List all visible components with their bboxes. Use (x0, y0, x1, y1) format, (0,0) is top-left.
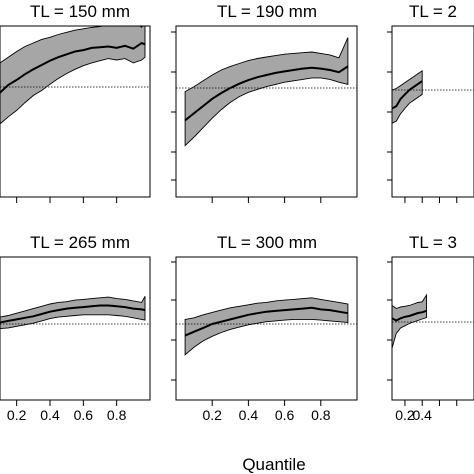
x-tick-label: 0.2 (202, 407, 222, 423)
panel-title: TL = 150 mm (30, 2, 130, 21)
median-estimate-line (0, 41, 146, 95)
x-tick-label: 0.4 (239, 407, 259, 423)
panel-frame (391, 256, 474, 401)
confidence-band (0, 26, 146, 125)
median-estimate-line (184, 306, 349, 337)
panel-frame (175, 256, 358, 401)
panel-plot-area (392, 293, 474, 349)
confidence-band (0, 296, 146, 330)
panel-plot-area (392, 69, 474, 124)
x-tick-label: 0.2 (7, 407, 27, 423)
panel-title: TL = 265 mm (30, 233, 130, 252)
x-tick-label: 0.8 (311, 407, 331, 423)
x-tick-label: 0.4 (412, 407, 432, 423)
median-estimate-line (184, 65, 349, 122)
panel-title: TL = 190 mm (217, 2, 317, 21)
panel-3: TL = 2 (387, 2, 474, 203)
panel-plot-area (0, 296, 150, 330)
median-estimate-line (392, 80, 423, 110)
panel-frame (391, 25, 474, 198)
x-tick-label: 0.2 (395, 407, 415, 423)
panel-plot-area (0, 26, 150, 125)
x-tick-label: 0.8 (107, 407, 127, 423)
panel-title: TL = 300 mm (217, 233, 317, 252)
confidence-band (392, 293, 427, 349)
panel-frame (0, 256, 151, 401)
panel-1: TL = 150 mm (0, 2, 151, 203)
panel-6: 0.20.4 TL = 3 (387, 233, 474, 423)
panel-4: 0.2 0.4 0.6 0.8 TL = 265 mm (0, 233, 151, 423)
median-estimate-line (392, 309, 427, 322)
x-tick-label: 0.6 (74, 407, 94, 423)
panel-plot-area (176, 37, 357, 147)
panel-plot-area (176, 297, 357, 356)
x-tick-label: 0.4 (40, 407, 60, 423)
panel-title: TL = 2 (409, 2, 457, 21)
confidence-band (392, 69, 423, 124)
confidence-band (184, 297, 349, 356)
median-estimate-line (0, 304, 146, 324)
panel-frame (0, 25, 151, 198)
panel-5: 0.2 0.4 0.6 0.8 TL = 300 mm (171, 233, 358, 423)
panel-title: TL = 3 (409, 233, 457, 252)
figure-x-axis-label: Quantile (242, 455, 305, 474)
panel-2: TL = 190 mm (171, 2, 358, 203)
x-tick-label: 0.6 (275, 407, 295, 423)
confidence-band (184, 37, 349, 147)
